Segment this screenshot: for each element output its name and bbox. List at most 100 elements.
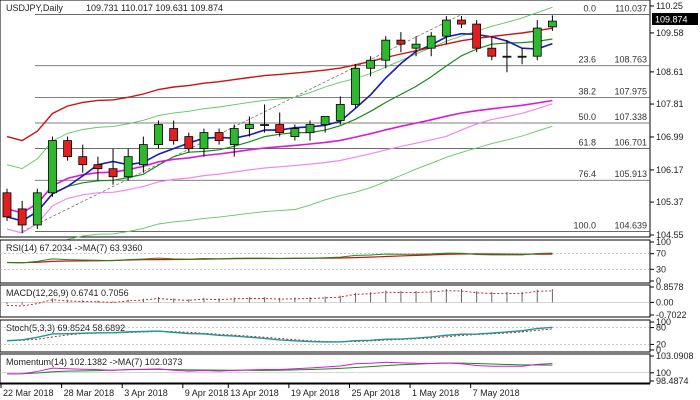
panel-tick-label: -0.7022 xyxy=(656,310,687,320)
fib-level-price: 108.763 xyxy=(614,55,647,65)
last-price-tag: 109.874 xyxy=(652,13,698,25)
panel-tick-label: 100 xyxy=(656,368,671,378)
last-price-box xyxy=(652,13,698,25)
panel-tick-label: 100 xyxy=(656,317,671,327)
ohlc-values: 109.731 110.017 109.631 109.874 xyxy=(86,3,223,13)
candle-body xyxy=(335,104,345,121)
candle-body xyxy=(305,124,315,133)
candle-body xyxy=(229,128,239,146)
panel-title-momentum: Momentum(14) 102.1382 ->MA(7) 102.0373 xyxy=(6,357,182,367)
bollinger-bands xyxy=(6,6,553,274)
candle-body xyxy=(426,35,436,49)
price-tick-label: 106.17 xyxy=(656,165,684,175)
panel-frame-rsi xyxy=(0,239,651,284)
panel-tick-label: 80 xyxy=(656,323,666,333)
panel-tick-label: 0.8578 xyxy=(656,282,684,292)
fib-level-price: 107.975 xyxy=(614,86,647,96)
fib-level-pct: 23.6 xyxy=(578,55,596,65)
price-tick-label: 107.81 xyxy=(656,99,684,109)
ma-red xyxy=(6,27,553,142)
rsi-line xyxy=(6,252,553,264)
candle-body xyxy=(199,132,209,150)
fib-level-price: 110.037 xyxy=(615,4,647,14)
fib-level-pct: 38.2 xyxy=(578,86,596,96)
candle-body xyxy=(93,164,103,170)
stoch-main-line xyxy=(6,326,553,343)
candle-body xyxy=(441,19,451,37)
price-tick-label: 105.37 xyxy=(656,197,684,207)
fib-level-pct: 0.0 xyxy=(583,4,596,14)
fib-level-pct: 100.0 xyxy=(573,220,596,230)
x-tick-label: 1 May 2018 xyxy=(412,388,459,398)
x-tick-label: 9 Apr 2018 xyxy=(185,388,229,398)
candle-body xyxy=(214,132,224,141)
last-price-label: 109.874 xyxy=(655,15,688,25)
chart-title: USDJPY,Daily xyxy=(6,3,63,13)
x-tick-label: 28 Mar 2018 xyxy=(64,388,115,398)
price-axis: 110.25 109.58 108.61 107.81 106.99 106.17 105.… xyxy=(650,1,684,240)
x-tick-label: 19 Apr 2018 xyxy=(291,388,340,398)
candle-body xyxy=(78,156,88,166)
candle-body xyxy=(184,136,194,150)
x-tick-label: 25 Apr 2018 xyxy=(351,388,400,398)
x-tick-label: 13 Apr 2018 xyxy=(230,388,279,398)
candle-body xyxy=(351,67,360,105)
momentum-line xyxy=(6,361,553,375)
date-axis: 22 Mar 2018 28 Mar 2018 3 Apr 2018 9 Apr 20… xyxy=(0,383,650,398)
panel-tick-label: 20 xyxy=(656,339,666,349)
macd-signal-line xyxy=(6,290,553,307)
fib-level-pct: 61.8 xyxy=(578,138,596,148)
candle-body xyxy=(472,23,482,49)
fib-level-price: 105.913 xyxy=(614,169,647,179)
fib-level-pct: 50.0 xyxy=(578,112,596,122)
panel-tick-label: 30 xyxy=(656,264,666,274)
candle-body xyxy=(108,168,118,178)
panel-tick-label: 0.00 xyxy=(656,297,674,307)
candle-body xyxy=(487,47,497,57)
x-tick-label: 22 Mar 2018 xyxy=(3,388,54,398)
candle-body xyxy=(320,116,330,125)
candle-body xyxy=(548,20,557,28)
candle-body xyxy=(138,144,148,166)
candle-body xyxy=(169,128,179,141)
candle-body xyxy=(63,140,72,158)
price-tick-label: 108.61 xyxy=(656,67,684,77)
indicator-panels: RSI(14) 67.2034 ->MA(7) 63.9360 100 70 30 0 M… xyxy=(0,237,694,386)
panel-title-rsi: RSI(14) 67.2034 ->MA(7) 63.9360 xyxy=(6,243,142,253)
candle-body xyxy=(381,39,391,61)
candle-body xyxy=(517,55,527,58)
price-tick-label: 109.58 xyxy=(656,28,684,38)
candle-body xyxy=(154,124,163,146)
stoch-signal-line xyxy=(6,328,553,343)
candle-body xyxy=(48,140,57,194)
candle-body xyxy=(396,39,406,45)
fib-level-price: 106.701 xyxy=(614,138,647,148)
candle-body xyxy=(290,128,300,137)
fib-level-pct: 76.4 xyxy=(578,169,596,179)
bollinger-upper xyxy=(6,6,553,169)
momentum-ma-line xyxy=(6,362,553,375)
candle-body xyxy=(260,124,269,126)
panel-frame-stoch xyxy=(0,319,651,353)
candle-body xyxy=(457,19,466,25)
bollinger-lower xyxy=(6,125,553,274)
x-tick-label: 7 May 2018 xyxy=(473,388,520,398)
candle-body xyxy=(366,59,376,69)
panel-tick-label: 0 xyxy=(656,276,661,286)
candle-body xyxy=(244,124,254,129)
candle-body xyxy=(2,192,12,218)
panel-title-stoch: Stoch(5,3,3) 69.8524 58.6892 xyxy=(6,323,125,333)
panel-tick-label: 0 xyxy=(656,345,661,355)
price-tick-label: 104.55 xyxy=(656,230,684,240)
x-tick-label: 3 Apr 2018 xyxy=(124,388,168,398)
candle-body xyxy=(532,27,542,57)
candle-body xyxy=(275,124,285,133)
fib-trendline xyxy=(21,14,462,232)
candlesticks xyxy=(2,15,557,233)
price-tick-label: 106.99 xyxy=(656,132,684,142)
fib-level-price: 104.639 xyxy=(614,220,647,230)
panel-title-macd: MACD(12,26,9) 0.6741 0.7056 xyxy=(6,288,129,298)
candle-body xyxy=(123,156,133,178)
panel-tick-label: 70 xyxy=(656,249,666,259)
